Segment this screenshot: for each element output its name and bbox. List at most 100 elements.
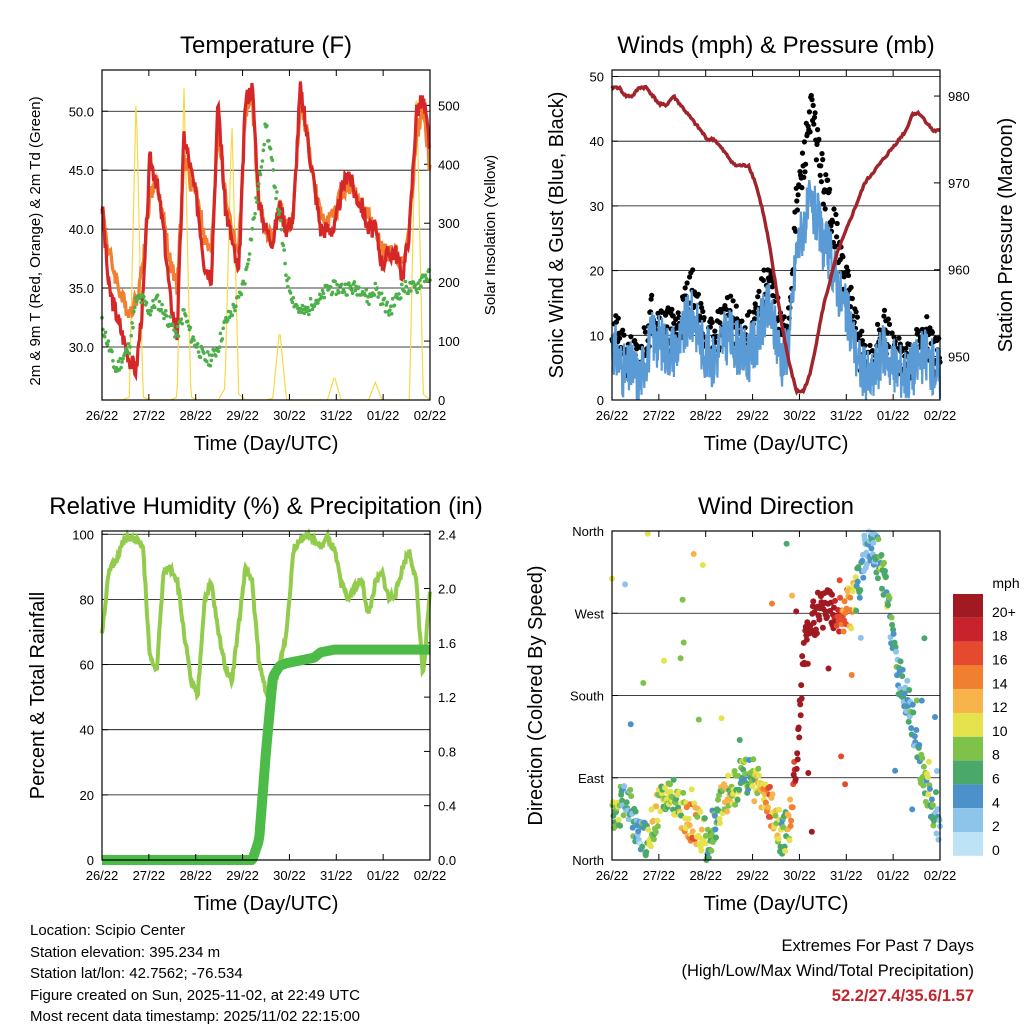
direction-point — [819, 624, 826, 631]
dewpoint-point — [119, 365, 123, 370]
gust-point — [756, 288, 762, 294]
direction-point — [892, 767, 899, 774]
direction-point — [620, 812, 627, 819]
direction-point — [667, 788, 674, 795]
dewpoint-point — [406, 291, 410, 296]
dewpoint-point — [290, 300, 295, 305]
direction-point — [933, 830, 940, 837]
dewpoint-point — [131, 325, 135, 330]
dewpoint-point — [155, 293, 160, 298]
direction-point — [732, 801, 739, 808]
dewpoint-point — [310, 307, 315, 312]
x-tick-label: 31/22 — [830, 868, 863, 883]
legend-swatch — [953, 641, 983, 666]
series-relative-humidity — [100, 527, 432, 702]
direction-point — [619, 797, 626, 804]
direction-point — [913, 697, 920, 704]
plot-frame — [101, 69, 431, 401]
speed-legend: mph 20+ 18 16 14 12 10 8 6 4 2 0 — [953, 575, 1020, 858]
direction-point — [909, 701, 916, 708]
direction-point — [919, 755, 926, 762]
dewpoint-point — [261, 148, 266, 153]
gust-point — [867, 342, 873, 348]
gust-point — [628, 334, 634, 340]
dewpoint-point — [366, 295, 370, 299]
direction-point — [783, 540, 790, 547]
direction-point — [776, 806, 782, 813]
direction-point — [617, 822, 624, 829]
direction-point — [615, 816, 622, 823]
dewpoint-point — [144, 300, 149, 305]
direction-point — [804, 660, 811, 667]
station-elevation: Station elevation: 395.234 m — [30, 943, 221, 961]
direction-point — [934, 768, 940, 774]
direction-point — [847, 594, 854, 601]
y-tick-label: 30 — [590, 199, 604, 214]
x-tick-label: 28/22 — [689, 408, 722, 423]
gust-point — [752, 316, 758, 322]
direction-point — [736, 737, 743, 743]
dewpoint-point — [182, 308, 186, 312]
y-tick-label: 0 — [87, 853, 94, 868]
direction-point — [699, 562, 706, 568]
dewpoint-point — [342, 290, 347, 294]
gust-point — [825, 177, 831, 183]
gust-point — [840, 254, 846, 260]
direction-point — [625, 816, 632, 823]
direction-point — [623, 799, 630, 806]
direction-point — [837, 594, 844, 601]
y2-tick-label: 200 — [438, 275, 460, 290]
station-location: Location: Scipio Center — [30, 922, 186, 939]
legend-label: 16 — [992, 652, 1008, 668]
x-tick-label: 30/22 — [273, 868, 306, 883]
dewpoint-point — [247, 252, 252, 256]
dewpoint-point — [260, 159, 265, 163]
dewpoint-point — [139, 300, 143, 305]
legend-label: 8 — [992, 747, 1000, 763]
dewpoint-point — [249, 237, 254, 242]
gust-point — [845, 272, 852, 279]
dewpoint-point — [275, 190, 279, 194]
dewpoint-point — [353, 288, 358, 293]
station-info: Location: Scipio Center Station elevatio… — [30, 920, 360, 1028]
dewpoint-point — [287, 276, 291, 280]
direction-point — [775, 835, 782, 842]
series-total-precipitation — [98, 644, 434, 865]
dewpoint-point — [195, 345, 199, 349]
dewpoint-point — [202, 351, 206, 355]
legend-label: 20+ — [992, 604, 1016, 620]
dewpoint-point — [246, 257, 251, 262]
direction-point — [852, 574, 859, 581]
gust-point — [649, 292, 655, 298]
y2-tick-label: 0.8 — [438, 744, 456, 759]
direction-point — [654, 817, 661, 824]
gust-point — [687, 274, 693, 280]
x-tick-label: 28/22 — [179, 868, 212, 883]
direction-point — [888, 614, 895, 621]
direction-point — [930, 817, 937, 824]
gust-point — [819, 151, 825, 157]
direction-point — [628, 793, 635, 800]
dewpoint-point — [162, 316, 166, 321]
dewpoint-point — [322, 295, 327, 300]
gust-point — [820, 201, 826, 207]
extremes-title: Extremes For Past 7 Days — [781, 937, 974, 955]
direction-point — [836, 577, 843, 584]
direction-point — [735, 772, 742, 779]
x-tick-label: 02/22 — [414, 408, 447, 423]
gust-point — [811, 114, 818, 120]
direction-point — [640, 680, 647, 686]
gust-point — [831, 206, 837, 212]
direction-point — [785, 812, 792, 819]
dewpoint-point — [227, 315, 232, 320]
gust-point — [739, 318, 745, 324]
dewpoint-point — [350, 291, 355, 296]
dewpoint-point — [357, 285, 361, 290]
dewpoint-point — [392, 303, 397, 308]
dewpoint-point — [409, 289, 413, 293]
dewpoint-point — [388, 308, 392, 313]
gust-point — [849, 295, 855, 302]
legend-label: 6 — [992, 771, 1000, 787]
direction-point — [792, 776, 799, 782]
direction-point — [933, 789, 939, 796]
